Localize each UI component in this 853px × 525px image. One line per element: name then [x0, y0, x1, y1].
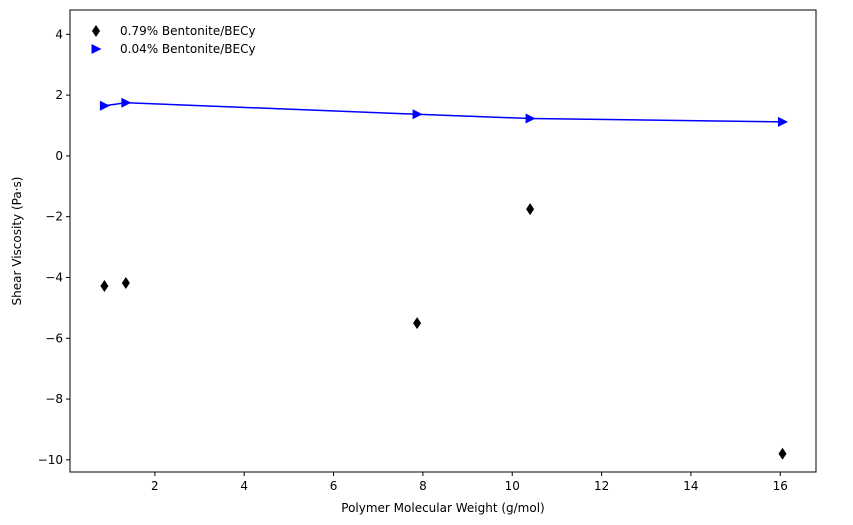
- x-tick-label: 16: [773, 479, 788, 493]
- x-tick-label: 12: [594, 479, 609, 493]
- data-point: [100, 279, 109, 292]
- plot-frame: [69, 9, 817, 473]
- legend: 0.79% Bentonite/BECy 0.04% Bentonite/BECy: [91, 24, 256, 56]
- data-point: [526, 203, 535, 216]
- y-tick-label: −10: [38, 453, 63, 467]
- legend-marker: [92, 25, 100, 37]
- y-tick-label: −2: [45, 210, 63, 224]
- x-tick-label: 2: [151, 479, 159, 493]
- legend-entry-label: 0.04% Bentonite/BECy: [120, 42, 256, 56]
- x-tick-label: 10: [505, 479, 520, 493]
- series-1: [100, 203, 787, 460]
- data-point: [777, 116, 788, 127]
- y-tick-label: −8: [45, 392, 63, 406]
- data-point: [121, 276, 130, 289]
- y-axis: 4 2 0 −2 −4 −6 −8 −10: [38, 27, 70, 467]
- x-tick-label: 8: [419, 479, 427, 493]
- y-tick-label: 2: [55, 88, 63, 102]
- x-axis: 2 4 6 8 10 12 14 16: [151, 472, 788, 493]
- legend-marker: [91, 44, 102, 54]
- legend-entry-label: 0.79% Bentonite/BECy: [120, 24, 256, 38]
- x-axis-label: Polymer Molecular Weight (g/mol): [341, 501, 544, 515]
- plot-area: [99, 97, 788, 460]
- data-point: [412, 109, 423, 120]
- y-tick-label: −4: [45, 270, 63, 284]
- data-point: [99, 100, 110, 111]
- data-point: [413, 317, 422, 330]
- y-tick-label: 0: [55, 149, 63, 163]
- data-point: [778, 447, 787, 460]
- data-point: [121, 97, 132, 108]
- x-tick-label: 14: [683, 479, 698, 493]
- series-line: [104, 101, 783, 123]
- y-tick-label: −6: [45, 331, 63, 345]
- x-tick-label: 6: [330, 479, 338, 493]
- y-tick-label: 4: [55, 27, 63, 41]
- x-tick-label: 4: [240, 479, 248, 493]
- series-2: [99, 97, 788, 127]
- data-point: [525, 113, 536, 124]
- y-axis-label: Shear Viscosity (Pa·s): [10, 177, 24, 306]
